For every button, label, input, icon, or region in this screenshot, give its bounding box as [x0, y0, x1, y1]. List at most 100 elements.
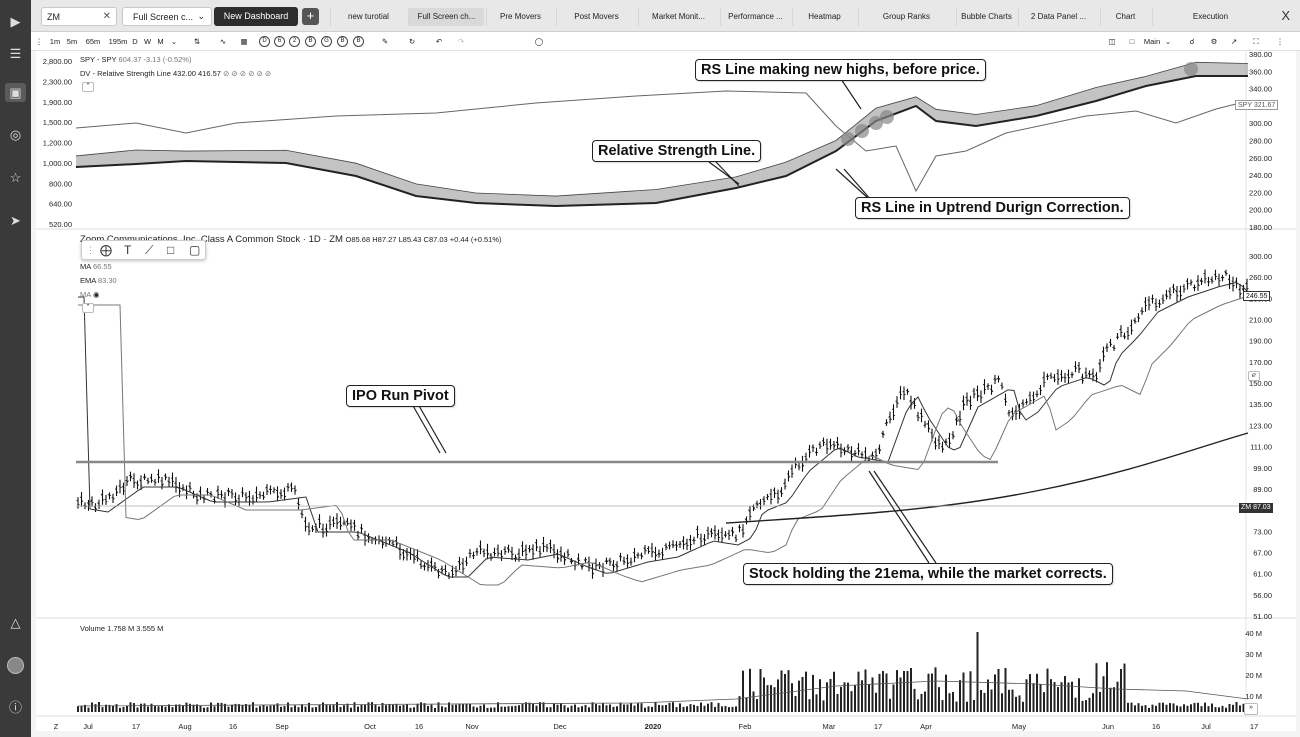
gear-icon[interactable]: ⚙ [1210, 37, 1218, 46]
send-icon[interactable]: ➤ [10, 213, 21, 228]
tab-chart[interactable]: Chart [1100, 8, 1150, 26]
fullscreen-icon[interactable]: ⛶ [1253, 37, 1259, 46]
interval-1m[interactable]: 1m [49, 37, 61, 46]
zoom-icon[interactable]: ☌ [1189, 37, 1195, 46]
interval-65m[interactable]: 65m [85, 37, 101, 46]
scale-options-button[interactable]: ℯ [1248, 371, 1260, 381]
play-logo-icon[interactable]: ▶ [10, 14, 21, 29]
tab-execution[interactable]: Execution [1152, 8, 1268, 26]
price-bar-close [1222, 276, 1225, 279]
volume-bar [1039, 684, 1042, 712]
grid-icon[interactable]: ▦ [240, 37, 248, 46]
ma-200-line [725, 432, 1249, 524]
price-bar-open [1238, 288, 1241, 291]
price-bar-close [826, 447, 829, 450]
indicators-icon[interactable]: ⇅ [193, 37, 201, 46]
comment-tool-icon[interactable]: ▢ [189, 243, 201, 257]
grip-icon[interactable]: ⋮ [86, 245, 95, 255]
rectangle-tool-icon[interactable]: □ [167, 243, 175, 257]
overlay-6-button[interactable]: 6 [274, 36, 285, 47]
folder-icon[interactable]: □ [1129, 37, 1135, 46]
layout-select[interactable]: Full Screen c... ⌄ [122, 7, 212, 26]
new-dashboard-button[interactable]: New Dashboard [214, 7, 298, 26]
overlay-b3-button[interactable]: B [353, 36, 364, 47]
price-bar-close [910, 403, 913, 406]
volume-label: Volume [80, 624, 106, 633]
spy-axis-tick: 2,300.00 [43, 77, 72, 86]
clear-symbol-icon[interactable]: ✕ [102, 11, 111, 22]
price-bar-close [473, 554, 476, 557]
price-bar-close [987, 384, 990, 387]
avatar[interactable] [7, 657, 24, 674]
interval-d[interactable]: D [132, 37, 138, 46]
volume-bar [920, 693, 923, 712]
close-icon[interactable]: X [1281, 8, 1290, 23]
line-chart-icon[interactable]: ∿ [219, 37, 227, 46]
redo-icon[interactable]: ↷ [457, 37, 465, 46]
price-bar-close [193, 495, 196, 497]
undo-icon[interactable]: ↶ [435, 37, 443, 46]
tab-group-ranks[interactable]: Group Ranks [858, 8, 954, 26]
price-bar-open [1000, 384, 1003, 386]
pane-select[interactable]: Main [1143, 37, 1161, 46]
symbol-input[interactable]: ZM ✕ [41, 7, 117, 26]
price-bar-close [763, 500, 766, 502]
chevron-down-icon[interactable]: ⌄ [170, 37, 178, 46]
tab-market-monitor[interactable]: Market Monit... [638, 8, 718, 26]
crosshair-icon[interactable]: ⨁ [100, 243, 112, 257]
price-bar-close [368, 537, 371, 540]
spy-legend-values: 604.37 -3.13 (-0.52%) [118, 55, 192, 64]
ma1-value: 66.55 [92, 262, 112, 271]
text-tool-icon[interactable]: T [124, 243, 132, 257]
scroll-right-button[interactable]: » [1244, 703, 1258, 715]
interval-m[interactable]: M [157, 37, 164, 46]
price-bar-open [919, 412, 922, 415]
tab-pre-movers[interactable]: Pre Movers [486, 8, 554, 26]
radar-icon[interactable]: ◎ [9, 127, 22, 142]
refresh-icon[interactable]: ↻ [408, 37, 416, 46]
interval-5m[interactable]: 5m [66, 37, 78, 46]
volume-bar [434, 707, 436, 712]
overlay-g-button[interactable]: G [321, 36, 332, 47]
interval-195m[interactable]: 195m [108, 37, 128, 46]
chart-frame[interactable]: 380.00360.00340.00320.00300.00280.00260.… [36, 51, 1296, 731]
collapse-main-legend-button[interactable]: ⌃ [82, 303, 94, 313]
volume-bar [707, 703, 709, 712]
tab-performance[interactable]: Performance ... [720, 8, 790, 26]
time-axis-tick: Feb [739, 722, 752, 731]
chevron-down-icon[interactable]: ⌄ [1164, 37, 1172, 46]
price-bar-open [345, 520, 348, 524]
tab-bubble-charts[interactable]: Bubble Charts [956, 8, 1016, 26]
volume-bar [385, 705, 387, 712]
popout-icon[interactable]: ↗ [1230, 37, 1238, 46]
price-bar-close [658, 552, 661, 555]
dashboard-icon[interactable]: ▣ [5, 83, 26, 102]
menu-icon[interactable]: ☰ [9, 46, 22, 61]
tab-post-movers[interactable]: Post Movers [556, 8, 636, 26]
volume-bar [402, 705, 405, 712]
line-tool-icon[interactable]: ⟋ [145, 243, 154, 257]
layout-icon[interactable]: ◫ [1108, 37, 1116, 46]
tab-new-tutorial[interactable]: new turotial [330, 8, 406, 26]
star-icon[interactable]: ☆ [9, 170, 22, 185]
overlay-d-button[interactable]: D [259, 36, 270, 47]
price-bar-open [531, 548, 534, 551]
tab-heatmap[interactable]: Heatmap [792, 8, 856, 26]
overlay-2-button[interactable]: 2 [289, 36, 300, 47]
help-icon[interactable]: ⓘ [8, 700, 22, 715]
overlay-b-button[interactable]: B [305, 36, 316, 47]
collapse-top-legend-button[interactable]: ⌃ [82, 82, 94, 92]
snapshot-icon[interactable]: ◯ [534, 37, 544, 46]
more-icon[interactable]: ⋮ [1276, 37, 1284, 46]
overlay-b2-button[interactable]: B [337, 36, 348, 47]
tab-full-screen-chart[interactable]: Full Screen ch... [408, 8, 484, 26]
learn-icon[interactable]: △ [10, 615, 21, 630]
rs-new-high-marker [869, 116, 883, 130]
price-bar-close [578, 559, 581, 561]
tab-2-data-panel[interactable]: 2 Data Panel ... [1018, 8, 1098, 26]
interval-w[interactable]: W [143, 37, 152, 46]
add-tab-button[interactable]: + [302, 8, 319, 25]
volume-bar [1102, 676, 1105, 712]
eye-hidden-icon[interactable]: ◉ [92, 290, 100, 299]
pencil-icon[interactable]: ✎ [381, 37, 389, 46]
